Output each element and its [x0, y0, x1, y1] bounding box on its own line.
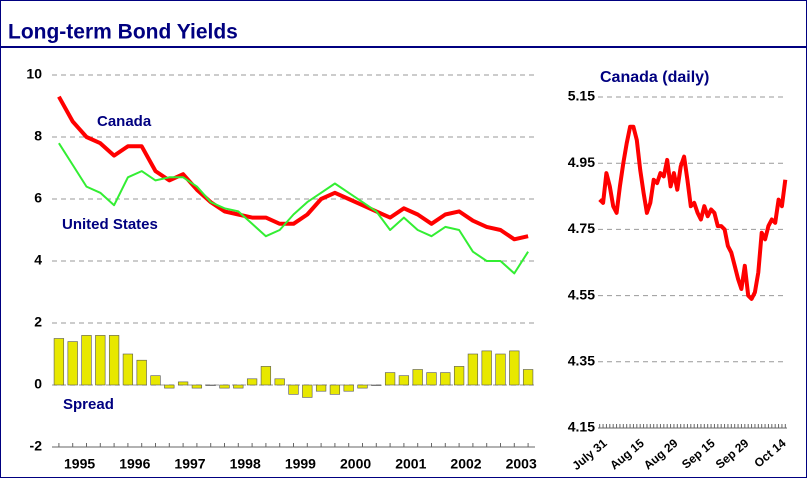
bar — [191, 384, 203, 389]
bar — [260, 366, 272, 386]
bar — [122, 353, 134, 386]
bar — [53, 338, 65, 386]
x-tick-label: 1999 — [285, 456, 316, 472]
bar — [302, 384, 313, 398]
series-label: Canada — [97, 113, 152, 130]
line — [598, 124, 788, 301]
bar — [398, 375, 410, 386]
y-tick-label: 4.55 — [568, 286, 595, 302]
page-title: Long-term Bond Yields — [8, 21, 238, 44]
bar — [150, 375, 161, 386]
bar — [343, 384, 354, 392]
x-tick-label: 1998 — [230, 456, 261, 472]
bar — [288, 384, 299, 395]
bar — [357, 384, 368, 389]
bar — [509, 350, 520, 386]
bar — [371, 384, 382, 386]
bar — [136, 359, 147, 386]
bar — [315, 384, 327, 392]
bar — [384, 372, 396, 386]
bar — [481, 350, 492, 386]
bar — [164, 384, 175, 389]
panel-title: Canada (daily) — [600, 69, 709, 86]
y-tick-label: 8 — [34, 128, 42, 144]
bar — [274, 378, 285, 386]
y-tick-label: -2 — [30, 438, 43, 454]
x-tick-label: 2002 — [450, 456, 481, 472]
bar — [246, 378, 258, 386]
y-tick-label: 2 — [34, 314, 42, 330]
bar — [177, 381, 189, 386]
y-tick-label: 4.75 — [568, 220, 595, 236]
bar — [412, 369, 423, 386]
y-tick-label: 0 — [34, 376, 42, 392]
line — [57, 95, 529, 242]
bar — [205, 384, 216, 386]
bar — [522, 369, 534, 386]
x-tick-label: 2003 — [506, 456, 537, 472]
bar — [233, 384, 244, 389]
x-tick-label: 1995 — [64, 456, 95, 472]
bar — [495, 353, 506, 386]
bar — [440, 372, 451, 386]
bar — [81, 335, 92, 386]
y-tick-label: 6 — [34, 190, 42, 206]
y-tick-label: 4.95 — [568, 154, 595, 170]
bar — [95, 335, 106, 386]
y-tick-label: 4.35 — [568, 353, 595, 369]
y-tick-label: 5.15 — [568, 88, 595, 104]
series-label: Spread — [63, 396, 114, 413]
y-tick-label: 4.15 — [568, 419, 595, 435]
line — [58, 142, 529, 275]
bar — [108, 335, 120, 386]
bar — [453, 366, 465, 386]
x-tick-label: 2001 — [395, 456, 426, 472]
series-label: United States — [62, 216, 158, 233]
y-tick-label: 10 — [26, 66, 42, 82]
y-tick-label: 4 — [34, 252, 42, 268]
x-tick-label: 1996 — [119, 456, 150, 472]
bar — [219, 384, 230, 389]
bar — [426, 372, 437, 386]
bar — [467, 353, 479, 386]
x-tick-label: 2000 — [340, 456, 371, 472]
bar — [67, 341, 78, 386]
bar — [329, 384, 341, 395]
x-tick-label: 1997 — [174, 456, 205, 472]
